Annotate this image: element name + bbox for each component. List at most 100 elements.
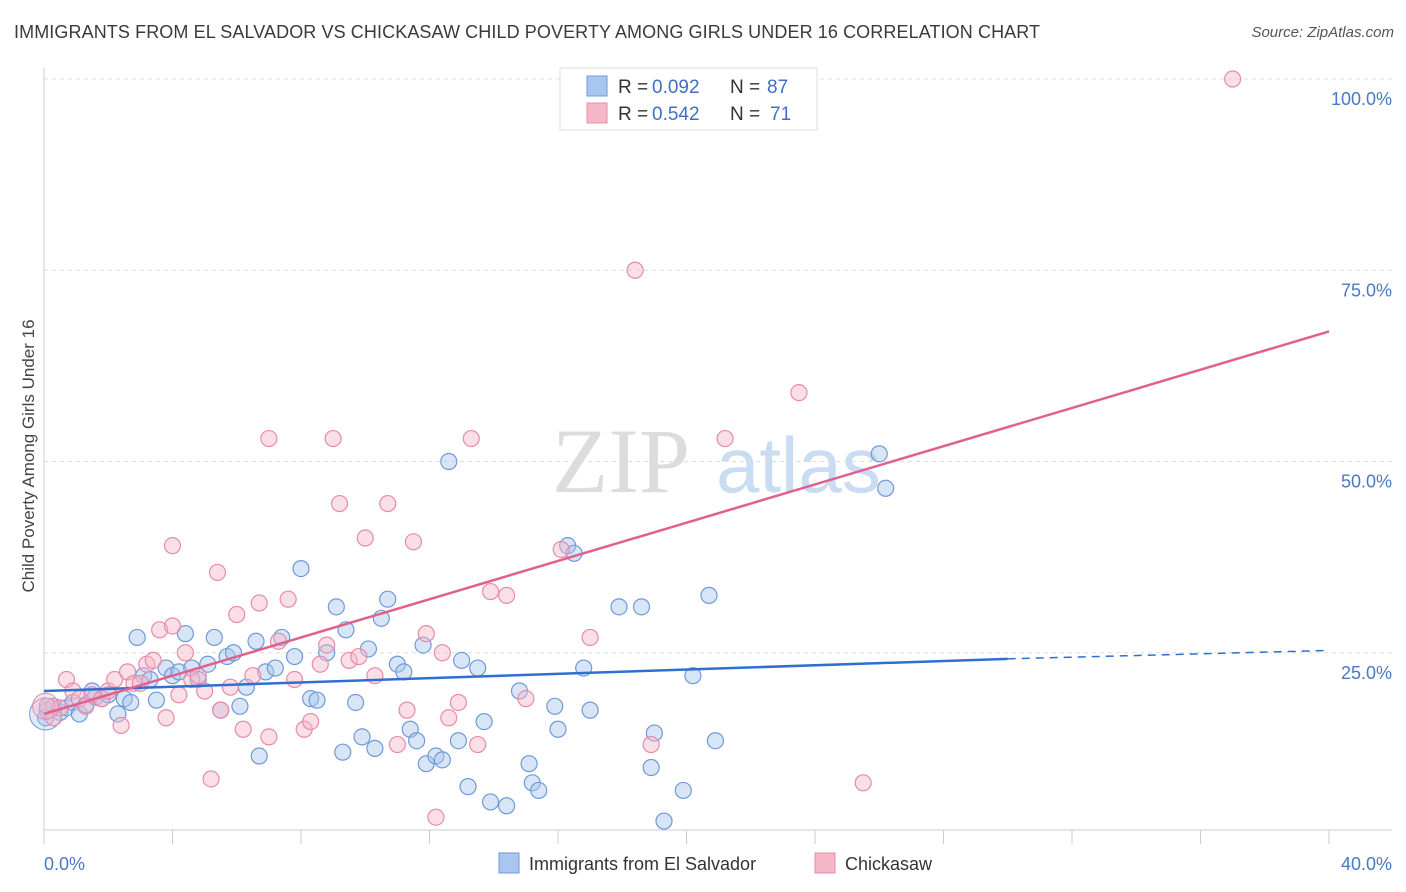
y-tick-label-50: 50.0% (1341, 472, 1392, 492)
blue-point-71 (549, 720, 567, 738)
blue-point-32 (250, 747, 268, 765)
pink-point-37 (279, 590, 297, 608)
trend-lines (43, 330, 1330, 716)
legend-r-label-2: R = (618, 104, 648, 125)
pink-point-17 (151, 621, 169, 639)
pink-point-29 (221, 678, 239, 696)
legend-n-label-2: N = (730, 104, 760, 125)
blue-point-67 (520, 755, 538, 773)
legend-n-value-1: 87 (767, 77, 788, 98)
blue-point-58 (440, 452, 458, 471)
blue-point-38 (302, 690, 320, 708)
trend-line-el-salvador-extension (1007, 649, 1330, 660)
blue-point-31 (247, 632, 265, 650)
pink-point-1 (45, 709, 63, 727)
pink-point-60 (481, 582, 500, 601)
pink-point-56 (440, 709, 458, 727)
blue-point-69 (530, 781, 548, 800)
pink-point-65 (626, 261, 644, 279)
pink-point-30 (228, 605, 246, 624)
blue-point-36 (285, 647, 304, 666)
pink-point-34 (260, 728, 278, 746)
blue-point-59 (449, 732, 468, 750)
y-tick-label-75: 75.0% (1341, 280, 1392, 300)
pink-point-62 (517, 690, 535, 708)
blue-point-39 (308, 691, 326, 709)
pink-point-27 (208, 563, 227, 582)
blue-point-41 (327, 598, 345, 616)
pink-cluster-point (32, 692, 60, 720)
pink-point-21 (163, 537, 182, 555)
pink-point-59 (469, 735, 487, 754)
blue-point-75 (581, 701, 599, 719)
blue-point-65 (498, 797, 516, 815)
pink-point-45 (340, 651, 358, 670)
blue-point-45 (353, 728, 371, 746)
pink-point-55 (433, 644, 451, 662)
pink-point-35 (260, 429, 278, 448)
blue-point-60 (453, 651, 471, 670)
series-chickasaw-points (32, 70, 1242, 826)
pink-point-68 (790, 384, 808, 402)
blue-point-80 (655, 812, 673, 830)
bottom-legend-label-blue: Immigrants from El Salvador (529, 854, 756, 874)
pink-point-66 (642, 735, 660, 754)
pink-point-46 (350, 647, 368, 666)
pink-point-41 (311, 655, 329, 673)
blue-point-25 (205, 628, 223, 647)
blue-point-21 (176, 625, 194, 643)
chart-title: IMMIGRANTS FROM EL SALVADOR VS CHICKASAW… (14, 22, 1041, 42)
pink-point-44 (330, 494, 349, 513)
series-legend: Immigrants from El Salvador Chickasaw (498, 852, 933, 874)
legend-r-label-1: R = (618, 77, 648, 98)
pink-point-51 (398, 701, 416, 719)
blue-point-33 (257, 663, 275, 681)
pink-point-61 (498, 586, 516, 604)
blue-point-34 (266, 659, 284, 677)
pink-point-11 (112, 716, 130, 735)
blue-point-13 (122, 693, 140, 712)
grid-lines (44, 78, 1392, 654)
correlation-legend: R = 0.092 N = 87 R = 0.542 N = 71 (559, 67, 818, 131)
pink-point-43 (324, 429, 342, 448)
pink-point-49 (379, 494, 397, 513)
pink-point-52 (404, 533, 423, 551)
pink-point-63 (552, 540, 570, 559)
bottom-legend-swatch-pink (814, 852, 836, 874)
blue-point-61 (459, 778, 477, 796)
pink-point-20 (170, 686, 188, 704)
blue-point-53 (408, 732, 426, 750)
trend-line-el-salvador (43, 657, 1008, 693)
blue-point-63 (475, 712, 493, 731)
pink-point-33 (250, 594, 268, 612)
blue-point-64 (481, 793, 500, 811)
legend-swatch-blue (586, 75, 608, 97)
blue-point-17 (147, 691, 166, 709)
legend-r-value-2: 0.542 (652, 104, 700, 125)
chart-source: Source: ZipAtlas.com (1251, 24, 1394, 41)
legend-n-label-1: N = (730, 77, 760, 98)
pink-point-69 (854, 774, 872, 792)
legend-swatch-pink (586, 102, 608, 124)
pink-point-32 (244, 667, 262, 685)
pink-point-47 (356, 529, 374, 547)
blue-point-57 (433, 751, 451, 769)
blue-point-83 (700, 586, 718, 604)
blue-point-77 (632, 598, 651, 616)
blue-point-47 (366, 739, 384, 757)
blue-point-51 (395, 663, 413, 681)
blue-point-86 (877, 479, 895, 497)
pink-point-58 (462, 429, 480, 448)
series-el-salvador-points (29, 445, 895, 830)
y-tick-label-25: 25.0% (1341, 663, 1392, 683)
pink-point-53 (417, 625, 435, 643)
pink-point-70 (1224, 70, 1242, 88)
pink-point-64 (581, 628, 599, 647)
pink-point-67 (716, 429, 734, 448)
pink-point-31 (234, 720, 252, 738)
x-tick-marks (43, 830, 1330, 844)
blue-point-29 (231, 697, 249, 715)
blue-point-82 (684, 667, 702, 685)
pink-point-26 (202, 770, 220, 788)
